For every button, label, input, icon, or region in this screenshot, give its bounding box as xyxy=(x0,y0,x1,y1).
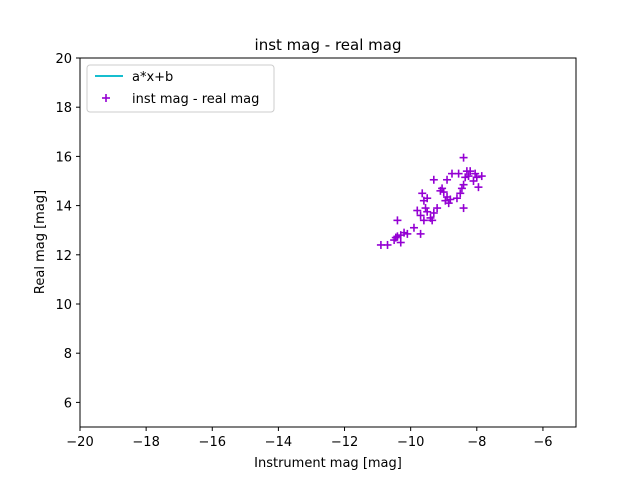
data-point xyxy=(423,207,432,216)
x-tick-label: −16 xyxy=(199,435,226,450)
y-axis: 6 8 10 12 14 16 18 20 xyxy=(55,52,80,411)
data-point xyxy=(416,211,425,220)
data-point xyxy=(459,153,468,162)
chart-title: inst mag - real mag xyxy=(255,36,402,54)
plot-frame xyxy=(79,57,577,428)
legend: a*x+b inst mag - real mag xyxy=(86,64,275,113)
y-tick-label: 8 xyxy=(64,347,72,362)
data-point xyxy=(477,172,486,181)
data-point xyxy=(438,184,447,193)
data-point xyxy=(464,172,473,181)
data-point xyxy=(457,184,466,193)
y-tick-label: 12 xyxy=(55,249,72,264)
data-point xyxy=(471,169,480,178)
data-point xyxy=(423,194,432,203)
y-tick-label: 16 xyxy=(55,150,72,165)
legend-entry-fit: a*x+b xyxy=(132,70,173,85)
x-tick-label: −20 xyxy=(66,435,93,450)
data-point xyxy=(474,183,483,192)
x-tick-label: −8 xyxy=(467,435,486,450)
data-point xyxy=(413,206,422,215)
y-axis-label: Real mag [mag] xyxy=(33,190,48,294)
data-point xyxy=(459,180,468,189)
x-tick-label: −6 xyxy=(533,435,552,450)
data-point xyxy=(391,233,400,242)
legend-plus-marker xyxy=(102,94,110,102)
data-point xyxy=(396,238,405,247)
data-point xyxy=(472,173,481,182)
x-tick-label: −14 xyxy=(265,435,292,450)
data-point xyxy=(421,204,430,213)
data-point xyxy=(459,204,468,213)
data-point xyxy=(456,189,465,198)
data-points xyxy=(376,153,486,249)
legend-box xyxy=(86,64,275,113)
y-tick-label: 6 xyxy=(64,396,72,411)
y-tick-label: 14 xyxy=(55,200,72,215)
data-point xyxy=(454,169,463,178)
data-point xyxy=(419,216,428,225)
data-point xyxy=(416,229,425,238)
x-tick-label: −18 xyxy=(132,435,159,450)
data-point xyxy=(452,194,461,203)
x-tick-label: −10 xyxy=(397,435,424,450)
data-point xyxy=(383,240,392,249)
x-axis: −20 −18 −16 −14 −12 −10 −8 −6 xyxy=(66,427,553,450)
data-point xyxy=(433,204,442,213)
data-point xyxy=(418,189,427,198)
data-point xyxy=(444,199,453,208)
x-tick-label: −12 xyxy=(331,435,358,450)
data-point xyxy=(443,175,452,184)
data-point xyxy=(429,208,438,217)
data-point xyxy=(429,175,438,184)
data-point xyxy=(403,229,412,238)
data-point xyxy=(409,223,418,232)
data-point xyxy=(446,195,455,204)
y-tick-label: 10 xyxy=(55,298,72,313)
data-point xyxy=(428,216,437,225)
y-tick-label: 18 xyxy=(55,101,72,116)
x-axis-label: Instrument mag [mag] xyxy=(254,456,402,471)
legend-entry-scatter: inst mag - real mag xyxy=(132,92,259,107)
y-tick-label: 20 xyxy=(55,52,72,67)
data-point xyxy=(439,188,448,197)
data-point xyxy=(393,216,402,225)
data-point xyxy=(466,167,475,176)
